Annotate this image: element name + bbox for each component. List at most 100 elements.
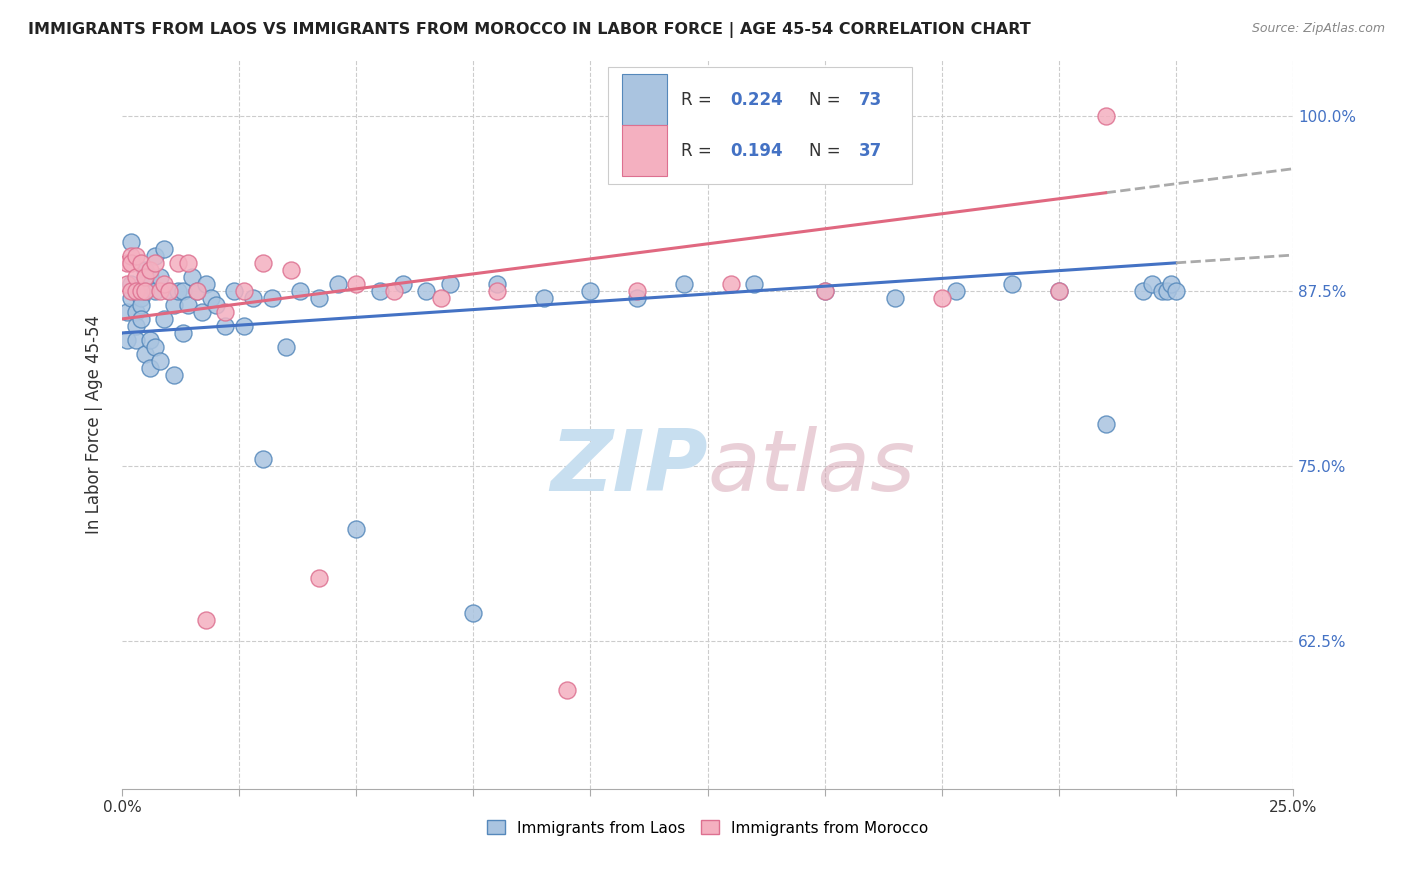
- Point: [1160, 277, 1182, 291]
- Point: [252, 256, 274, 270]
- Point: [280, 263, 302, 277]
- FancyBboxPatch shape: [607, 67, 912, 184]
- Text: R =: R =: [681, 91, 717, 109]
- Point: [120, 291, 142, 305]
- Point: [157, 284, 180, 298]
- Point: [181, 269, 204, 284]
- Point: [382, 284, 405, 298]
- Point: [190, 305, 212, 319]
- Point: [186, 284, 208, 298]
- Point: [176, 256, 198, 270]
- Point: [579, 284, 602, 298]
- Point: [1094, 109, 1116, 123]
- Point: [195, 613, 218, 627]
- Point: [186, 284, 208, 298]
- Point: [129, 256, 152, 270]
- Text: R =: R =: [681, 142, 717, 160]
- Point: [463, 607, 485, 621]
- Point: [485, 284, 508, 298]
- Point: [148, 269, 170, 284]
- Point: [139, 263, 162, 277]
- Point: [626, 284, 648, 298]
- Point: [626, 291, 648, 305]
- Point: [673, 277, 696, 291]
- Point: [344, 277, 367, 291]
- Point: [134, 269, 156, 284]
- Point: [134, 263, 156, 277]
- Point: [134, 347, 156, 361]
- Point: [172, 284, 194, 298]
- Point: [162, 298, 184, 312]
- Text: Source: ZipAtlas.com: Source: ZipAtlas.com: [1251, 22, 1385, 36]
- Point: [139, 269, 162, 284]
- Point: [115, 333, 138, 347]
- Text: N =: N =: [810, 142, 846, 160]
- Point: [167, 284, 190, 298]
- Point: [143, 340, 166, 354]
- Point: [134, 277, 156, 291]
- Legend: Immigrants from Laos, Immigrants from Morocco: Immigrants from Laos, Immigrants from Mo…: [486, 821, 928, 836]
- FancyBboxPatch shape: [621, 74, 666, 125]
- Point: [308, 291, 330, 305]
- Point: [533, 291, 555, 305]
- Point: [176, 298, 198, 312]
- Point: [129, 284, 152, 298]
- Point: [143, 284, 166, 298]
- Point: [125, 333, 148, 347]
- Point: [125, 269, 148, 284]
- Point: [344, 522, 367, 536]
- Point: [153, 242, 176, 256]
- Y-axis label: In Labor Force | Age 45-54: In Labor Force | Age 45-54: [86, 315, 103, 533]
- Point: [143, 249, 166, 263]
- Point: [120, 256, 142, 270]
- Point: [224, 284, 246, 298]
- Point: [439, 277, 461, 291]
- Point: [139, 333, 162, 347]
- Point: [1132, 284, 1154, 298]
- Point: [167, 256, 190, 270]
- Point: [214, 318, 236, 333]
- Point: [153, 277, 176, 291]
- Point: [120, 284, 142, 298]
- Point: [195, 277, 218, 291]
- Text: 37: 37: [859, 142, 882, 160]
- Point: [125, 249, 148, 263]
- Point: [415, 284, 437, 298]
- Point: [368, 284, 391, 298]
- Point: [129, 312, 152, 326]
- Text: N =: N =: [810, 91, 846, 109]
- Point: [392, 277, 415, 291]
- Point: [162, 368, 184, 382]
- Text: ZIP: ZIP: [550, 426, 707, 509]
- Point: [153, 312, 176, 326]
- Point: [429, 291, 451, 305]
- Point: [232, 284, 254, 298]
- Point: [945, 284, 967, 298]
- Point: [148, 284, 170, 298]
- Point: [883, 291, 905, 305]
- Point: [242, 291, 264, 305]
- Point: [134, 284, 156, 298]
- Point: [172, 326, 194, 340]
- Point: [125, 284, 148, 298]
- Point: [1156, 284, 1178, 298]
- Point: [148, 354, 170, 368]
- Point: [1094, 417, 1116, 431]
- Text: IMMIGRANTS FROM LAOS VS IMMIGRANTS FROM MOROCCO IN LABOR FORCE | AGE 45-54 CORRE: IMMIGRANTS FROM LAOS VS IMMIGRANTS FROM …: [28, 22, 1031, 38]
- Point: [720, 277, 742, 291]
- Point: [1047, 284, 1070, 298]
- Text: 0.194: 0.194: [730, 142, 782, 160]
- Text: atlas: atlas: [707, 426, 915, 509]
- Point: [120, 249, 142, 263]
- Point: [125, 305, 148, 319]
- Point: [288, 284, 311, 298]
- Point: [555, 683, 578, 698]
- Point: [129, 291, 152, 305]
- Point: [274, 340, 297, 354]
- Point: [120, 277, 142, 291]
- Point: [115, 256, 138, 270]
- Point: [134, 284, 156, 298]
- Point: [129, 298, 152, 312]
- Point: [1142, 277, 1164, 291]
- Point: [139, 361, 162, 376]
